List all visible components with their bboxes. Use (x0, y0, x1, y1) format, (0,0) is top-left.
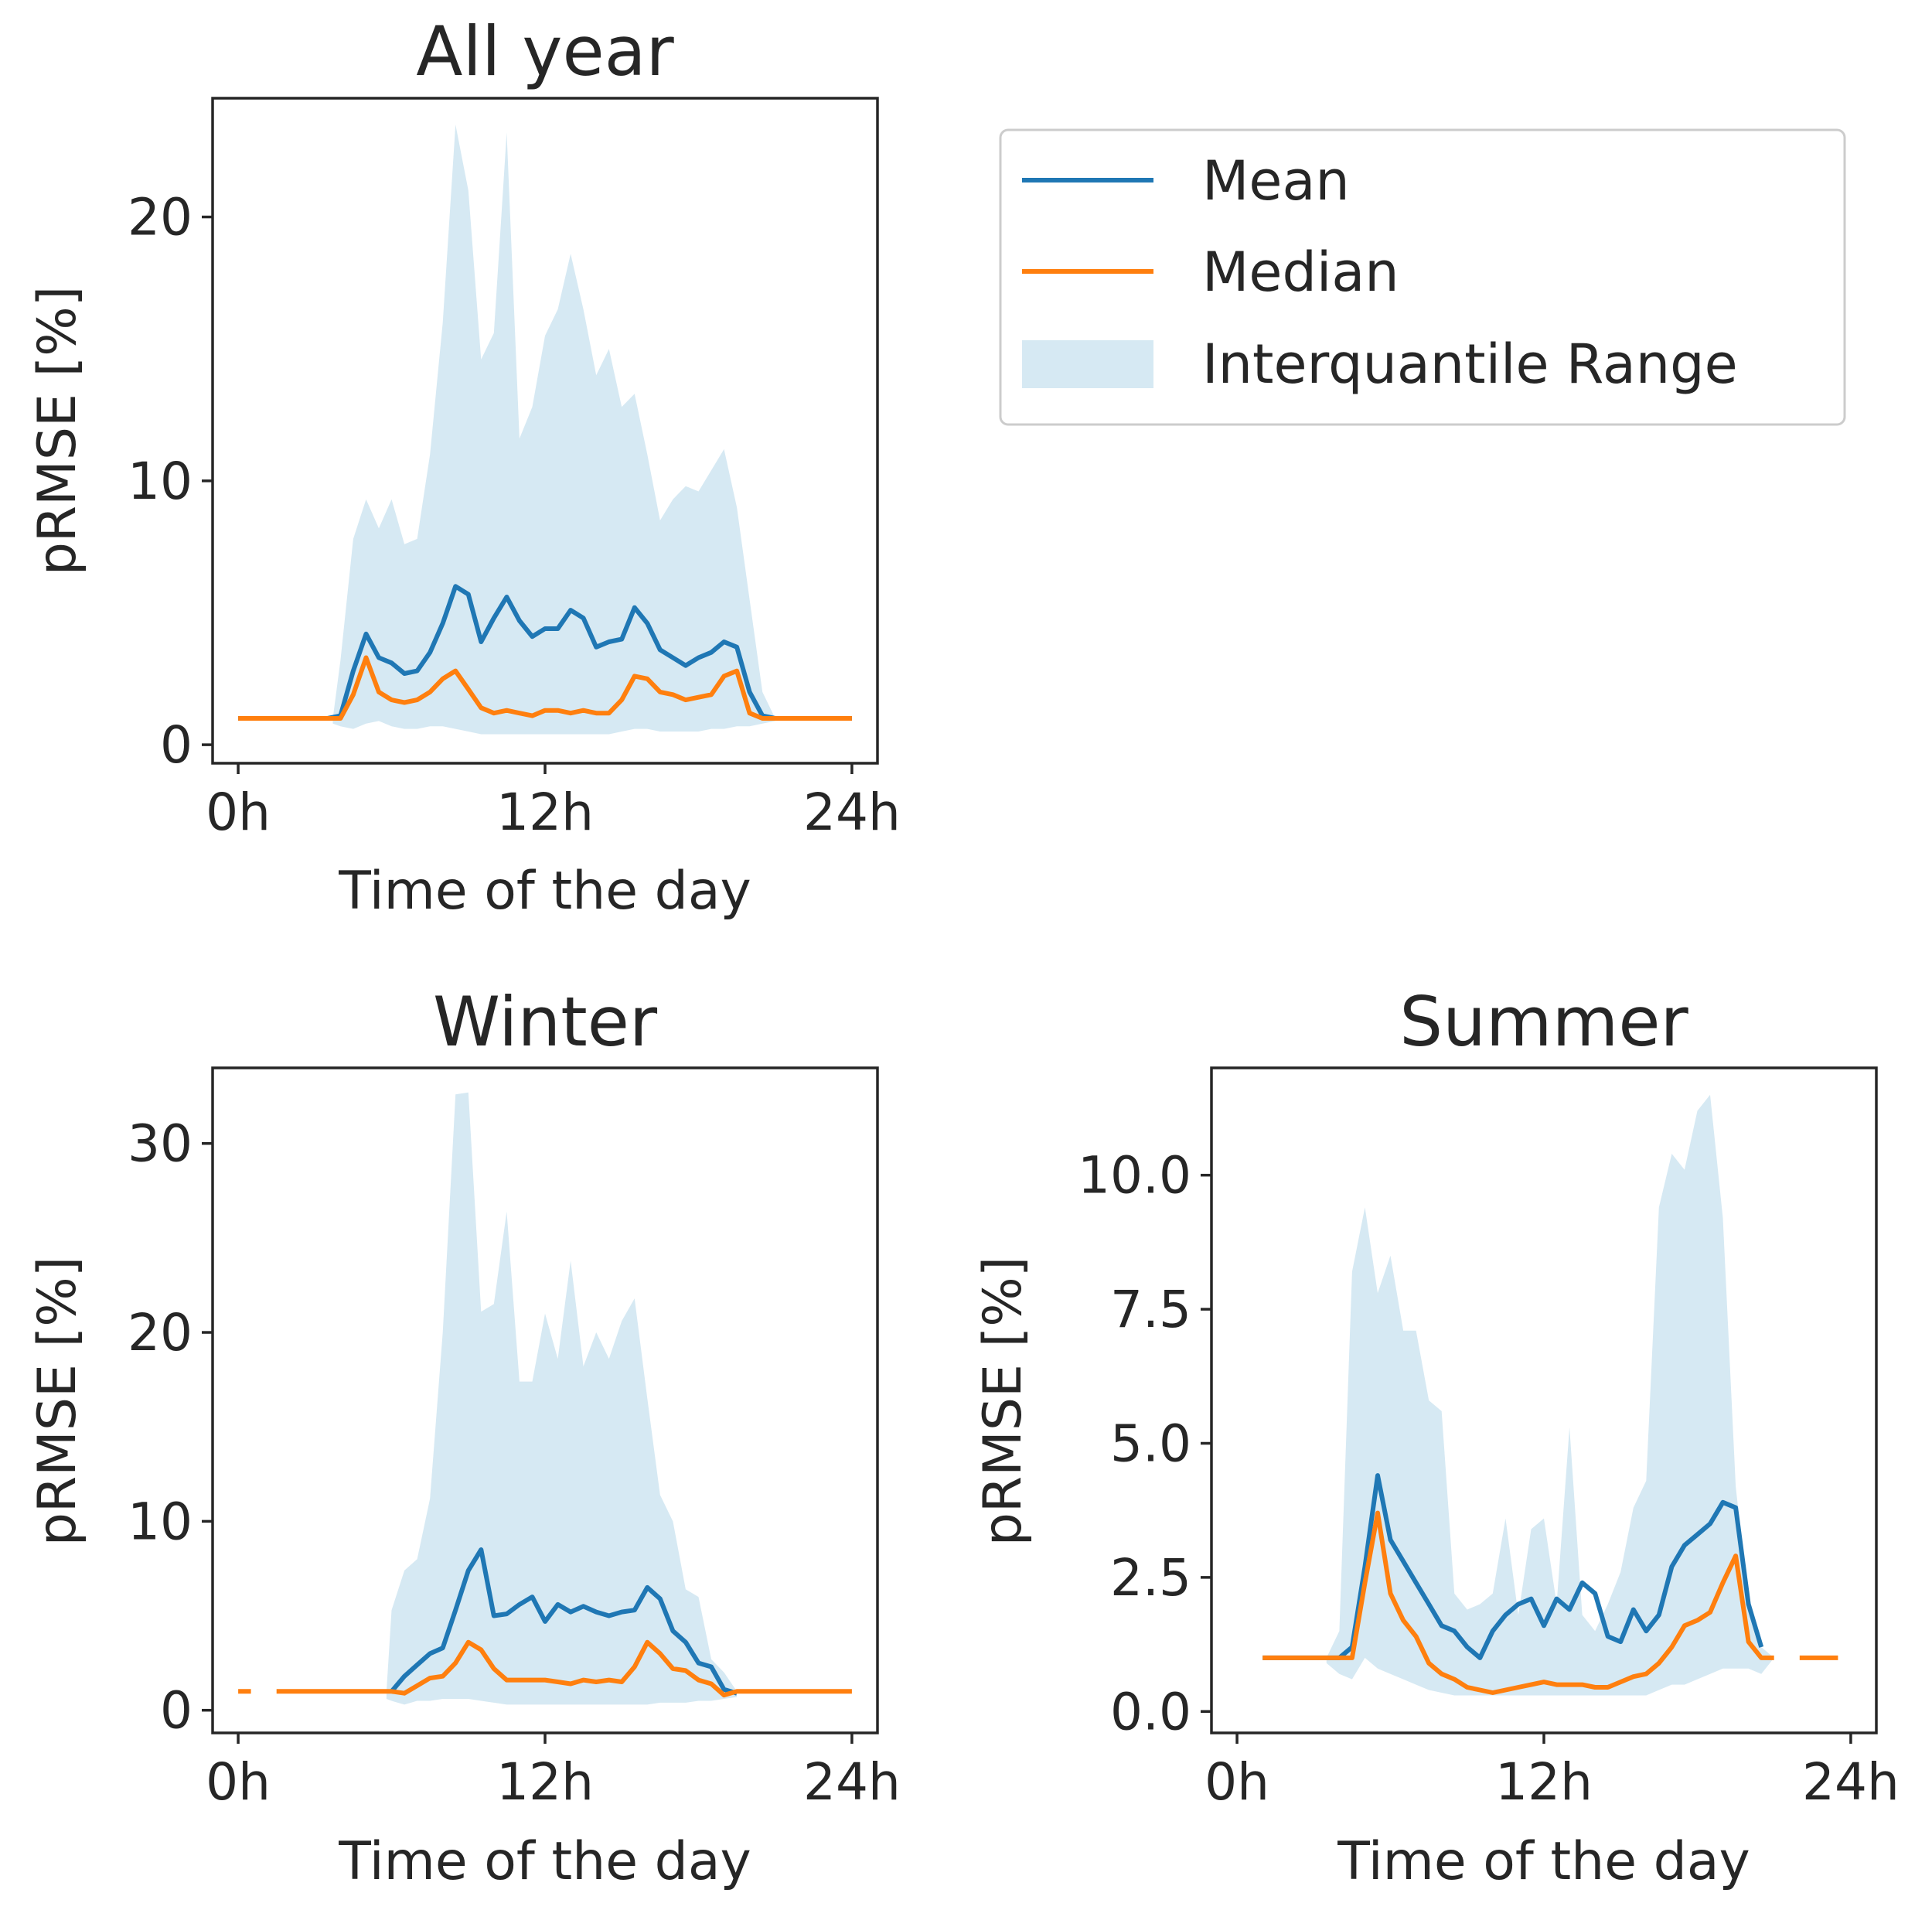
iqr-band-layer (1326, 1094, 1774, 1696)
median-series-line (1262, 1510, 1838, 1695)
iqr-band-layer (386, 1092, 738, 1705)
x-tick-label: 0h (206, 1752, 271, 1812)
line-layer (238, 584, 852, 721)
chart-all-year: 0h 12h 24h 0 10 20 All year Time of the day p… (27, 12, 901, 922)
legend-median-label: Median (1202, 240, 1399, 304)
y-axis-label: pRMSE [%] (973, 1257, 1034, 1547)
y-tick-label: 20 (128, 1303, 193, 1363)
y-tick-label: 10 (128, 452, 193, 511)
line-layer (1262, 1473, 1838, 1695)
y-axis-label: pRMSE [%] (27, 286, 88, 576)
chart-title: Summer (1399, 982, 1688, 1062)
x-tick-label: 24h (1802, 1752, 1900, 1812)
y-tick-label: 30 (128, 1114, 193, 1174)
iqr-band-layer (332, 124, 775, 735)
chart-winter: 0h 12h 24h 0 10 20 30 Winter Time of the day p… (27, 982, 901, 1892)
x-tick-label: 24h (803, 783, 901, 842)
y-tick-label: 10.0 (1078, 1146, 1191, 1206)
iqr-band (386, 1092, 738, 1705)
y-tick-label: 0.0 (1110, 1682, 1191, 1741)
x-tick-label: 12h (496, 783, 594, 842)
mean-series-line (390, 1547, 738, 1696)
y-tick-label: 0 (160, 1681, 193, 1741)
chart-title: All year (416, 12, 674, 91)
y-tick-label: 5.0 (1110, 1414, 1191, 1473)
y-tick-label: 2.5 (1110, 1548, 1191, 1608)
line-layer (238, 1547, 852, 1698)
median-series-line (238, 655, 852, 721)
chart-title: Winter (433, 982, 658, 1062)
x-tick-label: 12h (496, 1752, 594, 1812)
tick-layer: 0h 12h 24h 0.0 2.5 5.0 7.5 10.0 (1078, 1146, 1900, 1812)
iqr-band (1326, 1094, 1774, 1696)
x-tick-label: 12h (1495, 1752, 1593, 1812)
legend-box (999, 128, 1846, 426)
x-tick-label: 0h (1205, 1752, 1269, 1812)
x-axis-label: Time of the day (1337, 1831, 1750, 1892)
y-tick-label: 20 (128, 188, 193, 247)
legend-iqr-label: Interquantile Range (1202, 333, 1738, 396)
median-series-line (238, 1639, 852, 1698)
y-tick-label: 0 (160, 715, 193, 775)
y-axis-label: pRMSE [%] (27, 1257, 88, 1547)
x-tick-label: 0h (206, 783, 271, 842)
legend-mean-label: Mean (1202, 149, 1350, 213)
legend: Mean Median Interquantile Range (999, 128, 1846, 426)
iqr-band (332, 124, 775, 735)
tick-layer: 0h 12h 24h 0 10 20 (128, 188, 901, 842)
x-axis-label: Time of the day (338, 1831, 751, 1892)
legend-iqr-swatch (1022, 340, 1153, 388)
chart-summer: 0h 12h 24h 0.0 2.5 5.0 7.5 10.0 Summer Time of … (973, 982, 1900, 1892)
x-tick-label: 24h (803, 1752, 901, 1812)
mean-series-line (1262, 1473, 1764, 1660)
y-tick-label: 7.5 (1110, 1280, 1191, 1339)
x-axis-label: Time of the day (338, 861, 751, 922)
tick-layer: 0h 12h 24h 0 10 20 30 (128, 1114, 901, 1812)
y-tick-label: 10 (128, 1492, 193, 1551)
